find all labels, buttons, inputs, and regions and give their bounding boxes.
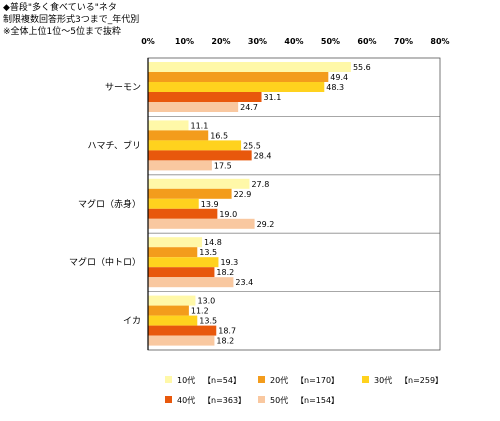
bar [148, 315, 198, 326]
data-label: 24.7 [240, 103, 258, 112]
bar [148, 178, 250, 189]
legend-swatch [258, 396, 265, 403]
bar [148, 198, 199, 209]
bar [148, 257, 219, 268]
legend-label: 30代 [374, 375, 392, 385]
data-label: 23.4 [235, 278, 253, 287]
legend-label: 20代 [270, 375, 288, 385]
category-label: ハマチ、ブリ [88, 139, 141, 151]
bar [148, 120, 189, 131]
chart-header: ◆普段"多く食べている"ネタ 制限複数回答形式3つまで_年代別 ※全体上位1位～… [3, 2, 139, 38]
data-label: 49.4 [330, 73, 348, 82]
bar [148, 305, 189, 316]
bar [148, 140, 242, 151]
legend-sample-size: 【n=54】 [203, 376, 241, 385]
data-label: 11.1 [191, 121, 209, 130]
x-axis-ticks: 0% 10% 20% 30% 40% 50% 60% 70% 80% [141, 37, 449, 46]
category-label: イカ [123, 316, 141, 327]
x-tick-label: 70% [394, 37, 413, 46]
data-label: 13.5 [199, 248, 217, 257]
legend-sample-size: 【n=363】 [203, 396, 246, 405]
legend-swatch [165, 396, 172, 403]
data-label: 11.2 [191, 307, 209, 316]
category-label: サーモン [105, 82, 141, 93]
axes [147, 57, 441, 351]
data-label: 48.3 [326, 83, 344, 92]
bar [148, 267, 215, 278]
bar [148, 150, 252, 161]
data-label: 19.0 [219, 210, 237, 219]
bar [148, 335, 215, 346]
data-label: 31.1 [264, 93, 282, 102]
legend-sample-size: 【n=154】 [296, 396, 339, 405]
bar [148, 218, 255, 229]
bar [148, 325, 217, 336]
data-label: 28.4 [254, 151, 272, 160]
x-tick-label: 0% [141, 37, 155, 46]
bar [148, 247, 198, 258]
legend-swatch [362, 376, 369, 383]
x-tick-label: 80% [430, 37, 449, 46]
category-label: マグロ（赤身） [78, 198, 141, 210]
data-label: 25.5 [243, 141, 261, 150]
x-tick-label: 50% [321, 37, 340, 46]
data-label: 16.5 [210, 131, 228, 140]
bar [148, 102, 239, 112]
category-label: マグロ（中トロ） [69, 256, 141, 268]
data-label: 19.3 [220, 258, 238, 267]
data-label: 27.8 [251, 180, 269, 189]
x-tick-label: 60% [357, 37, 376, 46]
bar [148, 237, 203, 248]
bar [148, 277, 234, 288]
x-tick-label: 20% [211, 37, 230, 46]
x-tick-label: 30% [248, 37, 267, 46]
chart-note: ※全体上位1位～5位まで抜粋 [3, 27, 121, 37]
bars: 55.6 49.448.3 31.1 24.7 11.116.5 25.528.4 17.5… [148, 62, 371, 346]
data-label: 22.9 [234, 190, 252, 199]
data-label: 17.5 [214, 161, 232, 170]
legend-label: 10代 [177, 375, 195, 385]
data-label: 18.2 [216, 337, 234, 346]
data-label: 29.2 [257, 220, 275, 229]
data-label: 14.8 [204, 238, 222, 247]
bar [148, 160, 212, 171]
legend-label: 50代 [270, 395, 288, 405]
bar [148, 92, 262, 102]
legend-label: 40代 [177, 395, 195, 405]
bar [148, 208, 218, 219]
chart-title: ◆普段"多く食べている"ネタ [3, 3, 117, 13]
bar [148, 62, 351, 72]
legend-sample-size: 【n=259】 [400, 376, 443, 385]
data-label: 13.0 [197, 297, 215, 306]
data-label: 55.6 [353, 63, 371, 72]
bar [148, 130, 209, 141]
data-label: 18.2 [216, 268, 234, 277]
data-label: 13.5 [199, 317, 217, 326]
data-label: 18.7 [218, 327, 236, 336]
bar [148, 72, 329, 82]
x-tick-label: 10% [175, 37, 194, 46]
legend-swatch [165, 376, 172, 383]
legend-swatch [258, 376, 265, 383]
legend-sample-size: 【n=170】 [296, 376, 339, 385]
x-tick-label: 40% [284, 37, 303, 46]
legend: 10代 【n=54】 20代 【n=170】 30代 【n=259】 40代 【n=363】 5… [165, 375, 443, 405]
bar [148, 188, 232, 199]
bar [148, 295, 196, 306]
chart-subtitle: 制限複数回答形式3つまで_年代別 [3, 15, 140, 25]
bar [148, 82, 325, 92]
data-label: 13.9 [201, 200, 219, 209]
